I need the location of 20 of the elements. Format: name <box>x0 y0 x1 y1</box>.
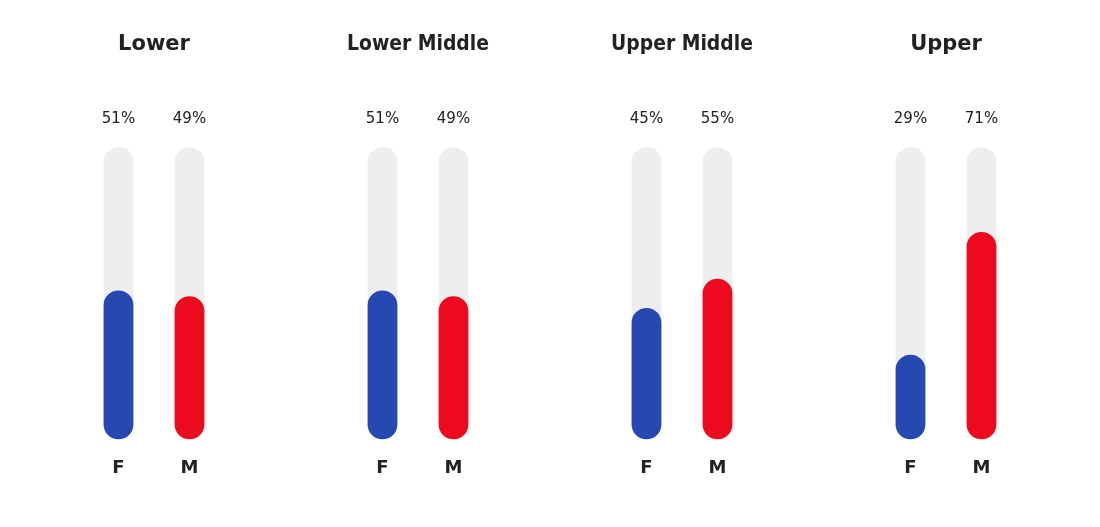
chart-title: Lower Middle <box>347 31 489 56</box>
x-tick-label: F <box>112 455 125 477</box>
x-tick-label: M <box>708 455 727 477</box>
chart-title: Lower <box>118 31 191 56</box>
x-tick-label: M <box>972 455 991 477</box>
data-label: 51% <box>365 109 400 128</box>
data-label: 49% <box>172 109 207 128</box>
chart-title: Upper <box>910 31 983 56</box>
chart-title: Upper Middle <box>611 31 753 56</box>
data-label: 49% <box>436 109 471 128</box>
x-tick-label: F <box>376 455 389 477</box>
x-tick-label: F <box>904 455 917 477</box>
data-label: 55% <box>700 109 735 128</box>
data-label: 71% <box>964 109 999 128</box>
x-tick-label: F <box>640 455 653 477</box>
x-tick-label: M <box>444 455 463 477</box>
x-tick-label: M <box>180 455 199 477</box>
data-label: 45% <box>629 109 664 128</box>
data-label: 29% <box>893 109 928 128</box>
data-label: 51% <box>101 109 136 128</box>
